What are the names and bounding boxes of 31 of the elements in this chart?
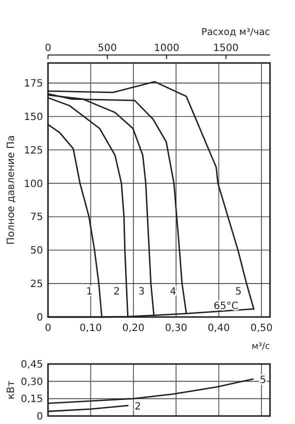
y-tick-label: 0,15 xyxy=(20,394,43,406)
x-tick-label: 0,50 xyxy=(250,323,273,334)
y-tick-label: 50 xyxy=(30,246,43,257)
y-axis-title: кВт xyxy=(6,380,17,400)
series-label: 2 xyxy=(134,402,142,413)
y-axis-title: Полное давление Па xyxy=(6,135,17,245)
series-label: 5 xyxy=(235,286,242,298)
y-tick-label: 125 xyxy=(24,145,43,156)
y-tick-label: 150 xyxy=(24,112,43,123)
y-tick-label: 75 xyxy=(30,212,43,224)
y-tick-label: 0,45 xyxy=(20,360,43,370)
x2-axis-title: Расход м³/час xyxy=(201,27,270,38)
y-tick-label: 175 xyxy=(24,78,43,90)
y-tick-label: 0 xyxy=(36,412,43,422)
series-label: 2 xyxy=(113,286,120,298)
y-tick-label: 100 xyxy=(24,178,43,190)
x-tick-label: 0,30 xyxy=(164,323,188,334)
x2-tick-label: 1500 xyxy=(213,43,239,54)
series-label: 3 xyxy=(138,286,145,298)
x-axis-title: м³/с xyxy=(252,342,270,352)
x-tick-label: 0,40 xyxy=(208,323,230,334)
y-tick-label: 0,30 xyxy=(20,376,43,388)
x-tick-label: 0,20 xyxy=(122,323,145,334)
x2-tick-label: 500 xyxy=(98,43,117,54)
series-label: 4 xyxy=(170,286,176,298)
x2-tick-label: 0 xyxy=(44,43,52,54)
x-tick-label: 0,10 xyxy=(80,323,102,334)
x-tick-label: 0 xyxy=(44,323,52,334)
y-tick-label: 0 xyxy=(36,312,43,324)
y-tick-label: 25 xyxy=(30,279,43,290)
x2-tick-label: 1000 xyxy=(154,43,180,54)
